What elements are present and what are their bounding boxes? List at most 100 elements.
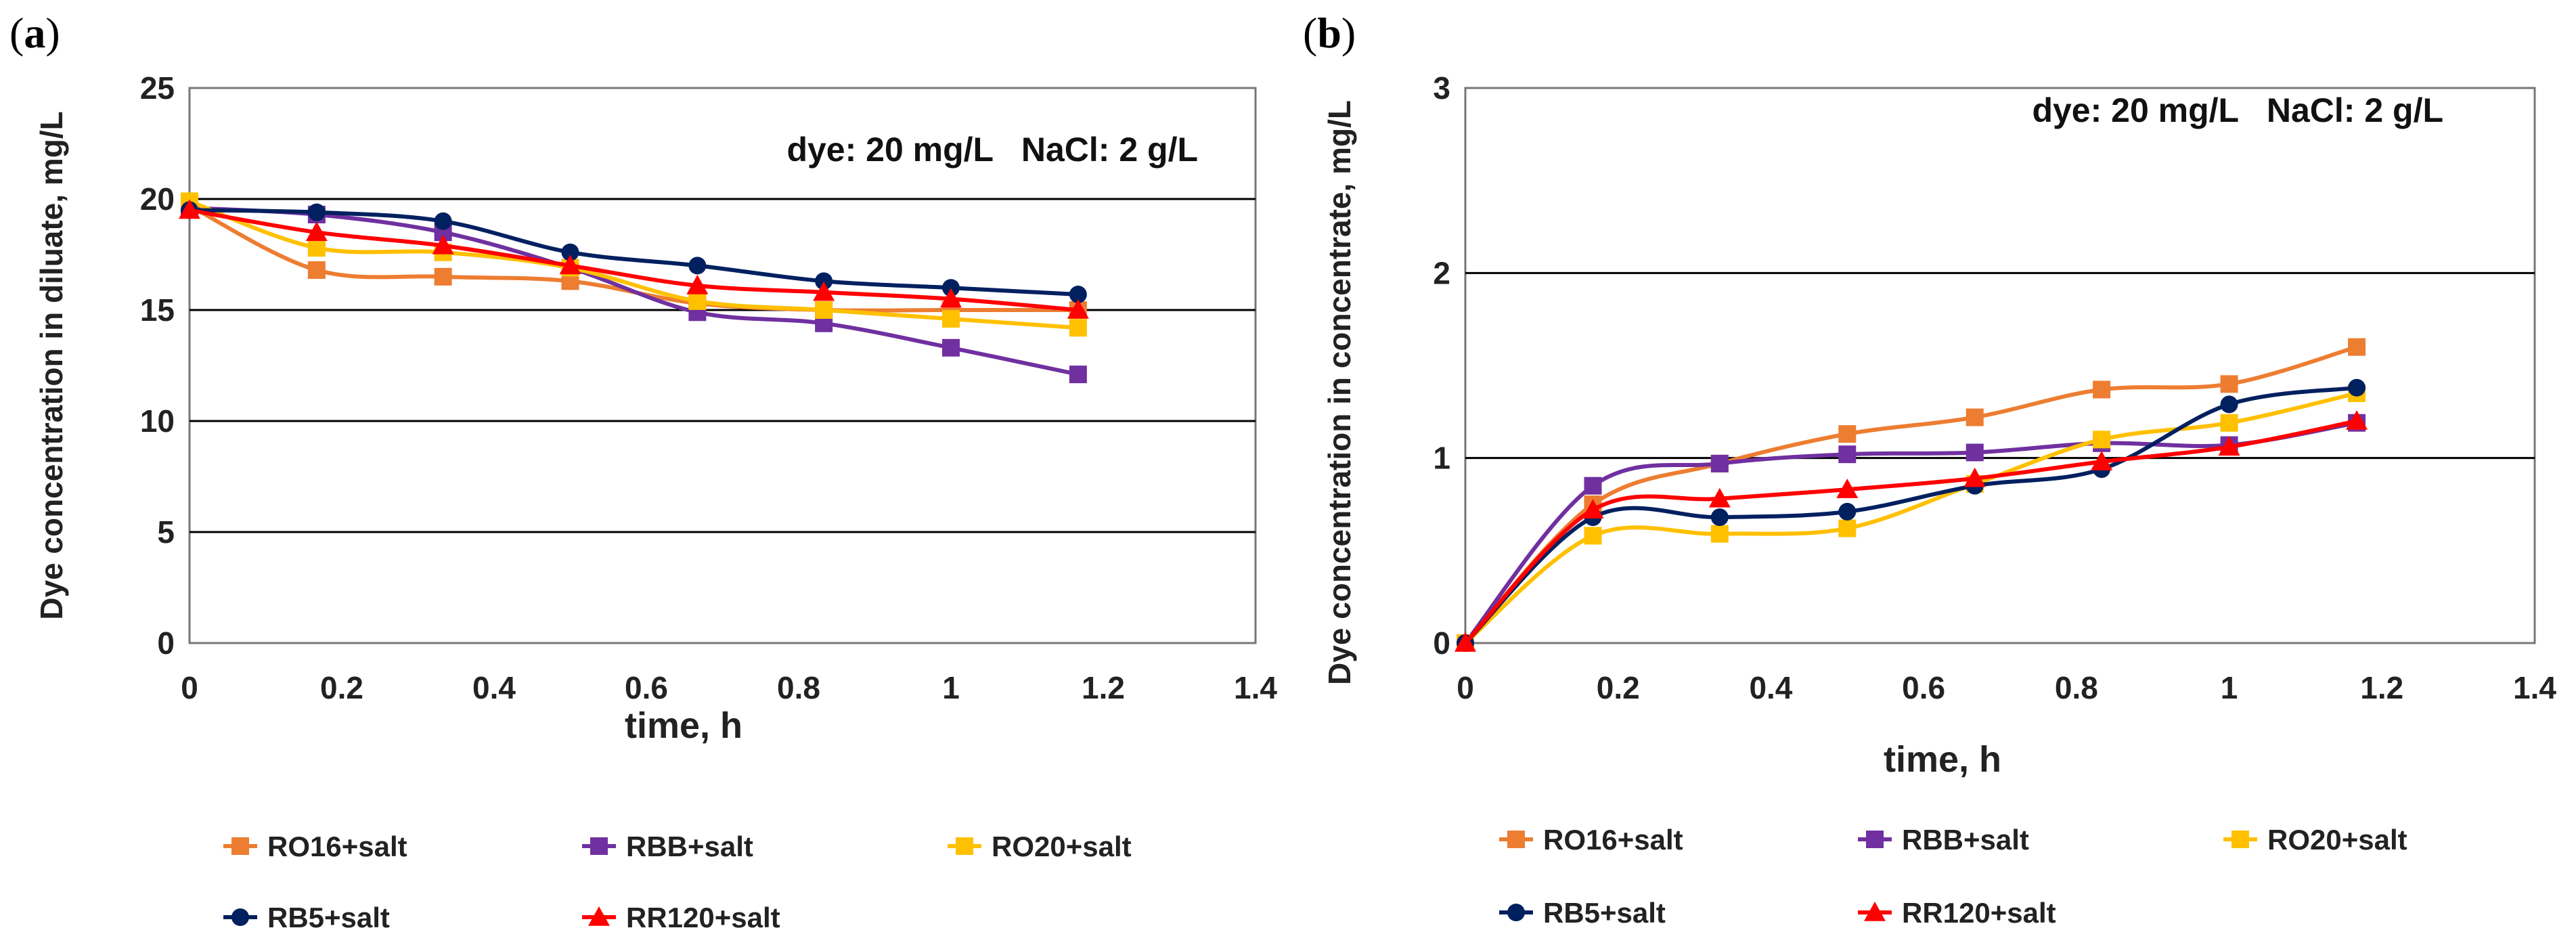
panel-b-y-axis-title: Dye concentration in concentrate, mg/L (1322, 100, 1357, 685)
panel-a-data-point-rr120 (686, 274, 709, 294)
legend-item-ro16 (1499, 831, 1533, 848)
legend-marker-rb5 (1507, 904, 1525, 921)
panel-a-ytick: 25 (140, 70, 175, 106)
panel-b-gridlines (1465, 271, 2535, 460)
legend-label-rb5: RB5+salt (1543, 897, 1666, 929)
panel-b-xtick: 1.4 (2513, 670, 2556, 705)
panel-b-data-point-rbb (1710, 454, 1729, 472)
panel-a-data-point-rr120 (179, 199, 200, 219)
legend-item-ro20 (948, 837, 981, 855)
legend-label-rbb: RBB+salt (626, 831, 753, 862)
panel-a-xtick: 0.8 (777, 670, 820, 705)
legend-marker-ro20 (956, 837, 973, 855)
panel-b-data-point-ro16 (1838, 425, 1857, 443)
legend-marker-ro20 (2231, 831, 2249, 848)
panel-a-data-point-rb5 (307, 203, 326, 221)
panel-a-series-line-rr120 (189, 208, 1079, 312)
panel-a-xtick: 1.4 (1234, 670, 1277, 705)
panel-a-series-line-rb5 (189, 208, 1079, 297)
panel-b-xtick: 1.2 (2360, 670, 2403, 705)
legend-item-rbb (582, 837, 616, 855)
panel-a-data-point-ro16 (307, 261, 326, 279)
panel-b-data-point-rr120 (2346, 410, 2368, 430)
panel-a-data-point-ro20 (1069, 319, 1087, 337)
panel-b-data-point-ro20 (2220, 414, 2238, 432)
panel-a-y-axis-title: Dye concentration in diluate, mg/L (34, 111, 69, 619)
panel-a-data-point-rr120 (305, 221, 328, 241)
panel-a-data-point-rb5 (1069, 286, 1087, 304)
panel-b-annotation: dye: 20 mg/L NaCl: 2 g/L (2032, 91, 2443, 129)
panel-a-ytick: 10 (140, 403, 175, 439)
panel-a-ytick: 5 (157, 514, 175, 550)
panel-b-plot-frame (1464, 87, 2536, 644)
legend-label-ro20: RO20+salt (2267, 824, 2407, 856)
panel-b-data-point-rr120 (1963, 467, 1986, 487)
panel-a-data-point-rbb (1069, 366, 1087, 384)
panel-b-data-point-ro20 (1584, 527, 1602, 545)
panel-a-data-point-ro20 (942, 310, 960, 328)
legend-item-rb5 (223, 908, 257, 926)
panel-b-xtick: 0.6 (1902, 670, 1945, 705)
panel-b-x-axis-title: time, h (1884, 739, 2001, 780)
panel-b-ytick: 1 (1433, 441, 1450, 476)
panel-b-ytick: 2 (1433, 255, 1450, 290)
panel-a-xtick: 1 (942, 670, 960, 705)
legend-label-rb5: RB5+salt (267, 902, 390, 933)
panel-b-data-point-rbb (1838, 445, 1857, 464)
panel-a-data-point-rr120 (1067, 299, 1089, 319)
panel-b-data-point-ro20 (2093, 431, 2111, 449)
panel-b-data-point-rr120 (2218, 436, 2240, 456)
legend-label-ro16: RO16+salt (1543, 824, 1683, 856)
panel-b-data-point-ro16 (1966, 408, 1984, 426)
panel-a-data-point-rr120 (813, 281, 835, 301)
panel-a-data-point-rb5 (815, 272, 833, 290)
legend-marker-rb5 (231, 908, 249, 926)
panel-b-data-point-rr120 (1582, 499, 1604, 518)
panel-b-xtick: 0 (1457, 670, 1474, 705)
panel-a-xtick: 0 (181, 670, 198, 705)
panel-b: (b) Dye concentration in concentrate, mg… (1303, 9, 2556, 929)
panel-b-legend: RO16+salt RBB+salt RO20+salt RB5+salt RR… (1499, 824, 2407, 929)
panel-b-data-point-ro20 (1838, 519, 1857, 537)
legend-item-ro16 (223, 837, 257, 855)
panel-b-data-point-rb5 (2348, 378, 2366, 397)
panel-a-data-point-rb5 (688, 257, 707, 275)
panel-b-xtick: 0.2 (1597, 670, 1640, 705)
legend-marker-rr120 (588, 906, 610, 926)
legend-item-ro20 (2223, 831, 2257, 848)
panel-b-series (1454, 338, 2368, 652)
panel-a-data-point-rr120 (432, 234, 454, 255)
panel-b-xtick: 0.8 (2055, 670, 2098, 705)
panel-a-data-point-rr120 (559, 255, 581, 275)
panel-b-data-point-ro16 (2093, 380, 2111, 399)
panel-a-data-point-rb5 (561, 243, 579, 261)
panel-a-data-point-rb5 (434, 212, 452, 230)
legend-marker-rbb (590, 837, 608, 855)
panel-b-data-point-ro16 (2348, 338, 2366, 356)
legend-marker-rr120 (1864, 902, 1886, 921)
panel-b-data-point-rb5 (2220, 395, 2238, 414)
panel-a-annotation: dye: 20 mg/L NaCl: 2 g/L (786, 131, 1198, 169)
legend-marker-rbb (1866, 831, 1884, 848)
panel-b-data-point-rr120 (1454, 632, 1476, 652)
panel-a-data-point-ro20 (688, 292, 707, 310)
panel-a-x-axis-title: time, h (625, 705, 742, 746)
panel-b-data-point-ro20 (1710, 525, 1729, 543)
panel-a-data-point-ro16 (434, 267, 452, 286)
panel-b-xtick: 0.4 (1749, 670, 1792, 705)
legend-label-ro16: RO16+salt (267, 831, 407, 862)
legend-label-ro20: RO20+salt (992, 831, 1132, 862)
panel-a-plot-frame (188, 87, 1257, 644)
panel-a-legend: RO16+salt RBB+salt RO20+salt RB5+salt RR… (223, 831, 1132, 933)
panel-b-ytick: 3 (1433, 70, 1450, 106)
legend-label-rbb: RBB+salt (1902, 824, 2029, 856)
panel-a-data-point-rbb (942, 338, 960, 357)
panel-a-ytick: 20 (140, 181, 175, 217)
panel-a-data-point-rb5 (942, 279, 960, 297)
panel-b-data-point-rbb (1966, 443, 1984, 462)
legend-marker-ro16 (1507, 831, 1525, 848)
legend-item-rbb (1858, 831, 1892, 848)
legend-item-rb5 (1499, 904, 1533, 921)
legend-marker-ro16 (231, 837, 249, 855)
panel-a: (a) Dye concentration in diluate, mg/L 0… (9, 9, 1277, 933)
